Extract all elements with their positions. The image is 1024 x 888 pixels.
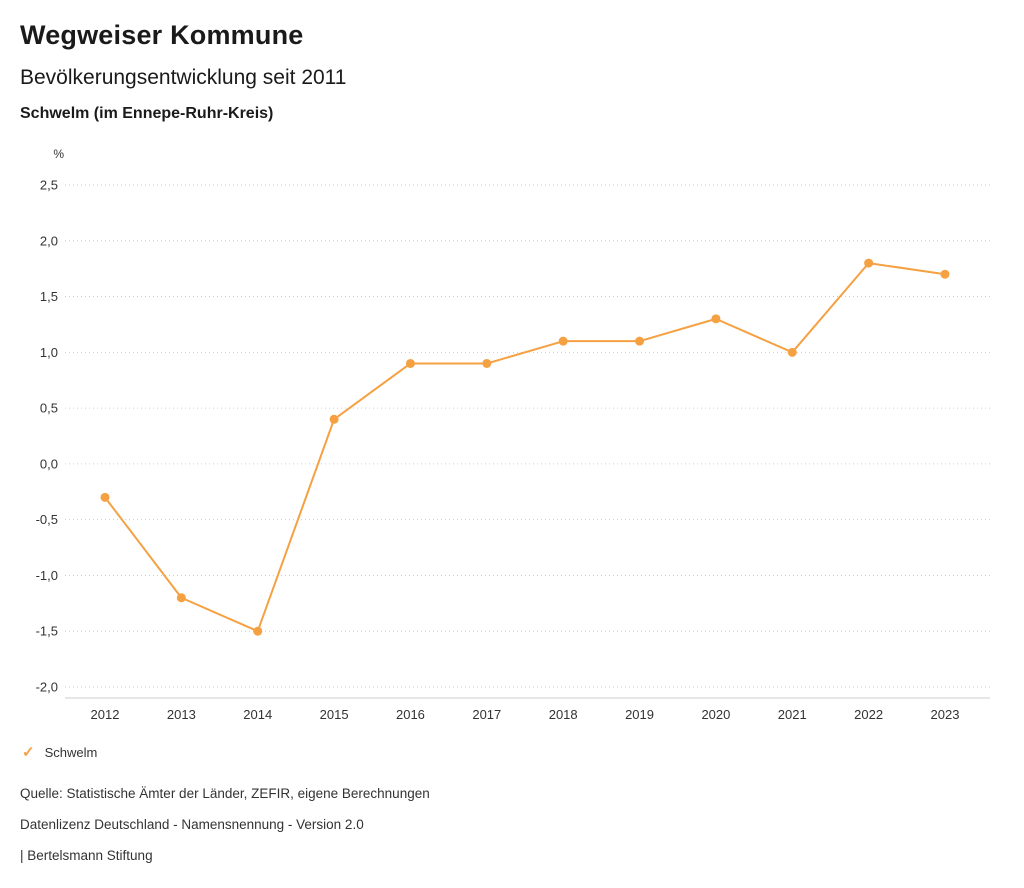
- y-tick-label: 1,0: [40, 345, 58, 360]
- data-point[interactable]: [482, 358, 492, 368]
- y-tick-label: -1,0: [36, 568, 58, 583]
- chart-title: Bevölkerungsentwicklung seit 2011: [20, 66, 347, 89]
- y-tick-label: 2,5: [40, 178, 58, 193]
- license-text: Datenlizenz Deutschland - Namensnennung …: [20, 817, 364, 832]
- x-tick-label: 2013: [167, 707, 196, 722]
- legend-label[interactable]: Schwelm: [44, 745, 98, 760]
- data-point[interactable]: [635, 336, 645, 346]
- x-tick-label: 2019: [625, 707, 654, 722]
- y-tick-label: -2,0: [36, 680, 58, 695]
- x-tick-label: 2014: [243, 707, 272, 722]
- series-line-schwelm: [104, 262, 946, 633]
- y-tick-label: 1,5: [40, 289, 58, 304]
- data-point[interactable]: [176, 593, 186, 603]
- x-tick-label: 2021: [778, 707, 807, 722]
- data-point[interactable]: [558, 336, 568, 346]
- legend-check-icon[interactable]: ✓: [22, 744, 35, 761]
- data-point[interactable]: [787, 347, 797, 357]
- x-tick-label: 2016: [396, 707, 425, 722]
- data-point[interactable]: [405, 358, 415, 368]
- y-tick-label: 0,5: [40, 401, 58, 416]
- x-tick-label: 2022: [854, 707, 883, 722]
- x-tick-label: 2020: [701, 707, 730, 722]
- x-tick-label: 2018: [549, 707, 578, 722]
- population-line-chart: 2,5 2,0 1,5 1,0 0,5 0,0 -0,5 -1,0 -1,5 -2,0 2012 20…: [36, 178, 990, 722]
- data-point[interactable]: [711, 314, 721, 324]
- x-tick-label: 2012: [91, 707, 120, 722]
- data-point[interactable]: [329, 414, 339, 424]
- data-point[interactable]: [940, 269, 950, 279]
- x-tick-label: 2017: [472, 707, 501, 722]
- source-text: Quelle: Statistische Ämter der Länder, Z…: [20, 786, 430, 801]
- legend: ✓ Schwelm: [22, 745, 97, 760]
- y-tick-label: 2,0: [40, 233, 58, 248]
- attribution-text: | Bertelsmann Stiftung: [20, 848, 153, 863]
- chart-location-subtitle: Schwelm (im Ennepe-Ruhr-Kreis): [20, 105, 274, 122]
- x-tick-label: 2023: [931, 707, 960, 722]
- x-tick-label: 2015: [320, 707, 349, 722]
- data-point[interactable]: [253, 626, 263, 636]
- app-title: Wegweiser Kommune: [20, 20, 304, 50]
- y-axis-unit-label: %: [53, 147, 64, 161]
- y-tick-label: -0,5: [36, 512, 58, 527]
- y-tick-label: 0,0: [40, 456, 58, 471]
- data-point[interactable]: [100, 492, 110, 502]
- data-point[interactable]: [864, 258, 874, 268]
- y-tick-label: -1,5: [36, 624, 58, 639]
